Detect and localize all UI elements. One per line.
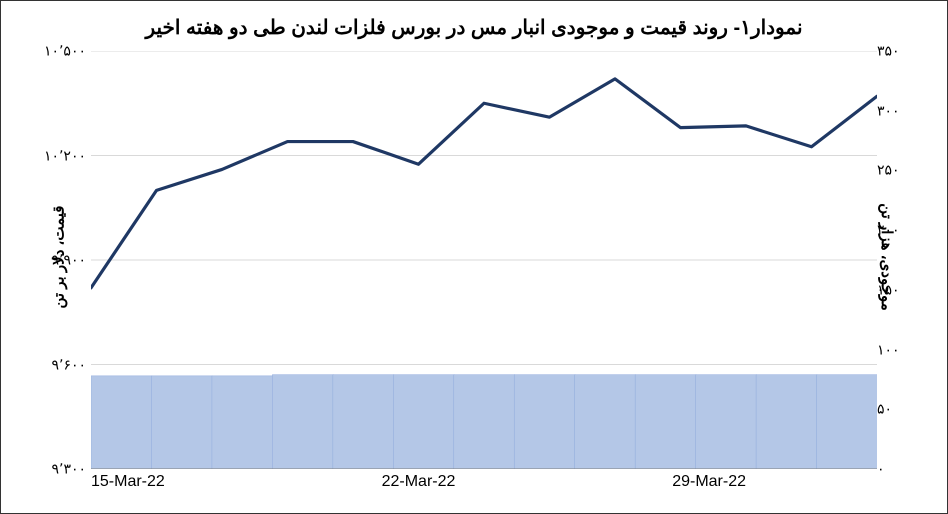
inventory-bar (514, 375, 575, 469)
y-right-tick: ۰ (877, 461, 917, 478)
x-tick: 29-Mar-22 (672, 473, 746, 491)
y-right-tick: ۳۵۰ (877, 43, 917, 60)
chart-svg (91, 51, 877, 469)
inventory-bar (756, 375, 817, 469)
x-axis-ticks: 15-Mar-22 22-Mar-22 29-Mar-22 (91, 473, 877, 503)
y-axis-right-ticks: ۰۵۰۱۰۰۱۵۰۲۰۰۲۵۰۳۰۰۳۵۰ (877, 51, 917, 469)
y-axis-left-ticks: ۹٬۳۰۰۹٬۶۰۰۹٬۹۰۰۱۰٬۲۰۰۱۰٬۵۰۰ (31, 51, 86, 469)
bar-series (91, 375, 877, 469)
inventory-bar (333, 375, 394, 469)
price-line (91, 79, 877, 288)
y-right-tick: ۲۰۰ (877, 222, 917, 239)
y-left-tick: ۹٬۹۰۰ (31, 252, 86, 269)
y-right-tick: ۲۵۰ (877, 162, 917, 179)
y-right-tick: ۱۰۰ (877, 341, 917, 358)
x-tick: 22-Mar-22 (382, 473, 456, 491)
y-left-tick: ۱۰٬۲۰۰ (31, 147, 86, 164)
x-tick: 15-Mar-22 (91, 473, 165, 491)
chart-title: نمودار۱- روند قیمت و موجودی انبار مس در … (1, 15, 947, 40)
y-right-tick: ۳۰۰ (877, 102, 917, 119)
y-left-tick: ۹٬۳۰۰ (31, 461, 86, 478)
y-right-tick: ۵۰ (877, 401, 917, 418)
chart-container: نمودار۱- روند قیمت و موجودی انبار مس در … (0, 0, 948, 514)
inventory-bar (393, 375, 454, 469)
inventory-bar (91, 376, 152, 469)
inventory-bar (696, 375, 757, 469)
inventory-bar (151, 376, 212, 469)
inventory-bar (817, 375, 877, 469)
inventory-bar (575, 375, 636, 469)
inventory-bar (212, 376, 273, 469)
plot-area (91, 51, 877, 469)
y-left-tick: ۹٬۶۰۰ (31, 356, 86, 373)
inventory-bar (454, 375, 515, 469)
inventory-bar (272, 375, 333, 469)
y-left-tick: ۱۰٬۵۰۰ (31, 43, 86, 60)
line-series (91, 79, 877, 288)
y-right-tick: ۱۵۰ (877, 281, 917, 298)
inventory-bar (635, 375, 696, 469)
